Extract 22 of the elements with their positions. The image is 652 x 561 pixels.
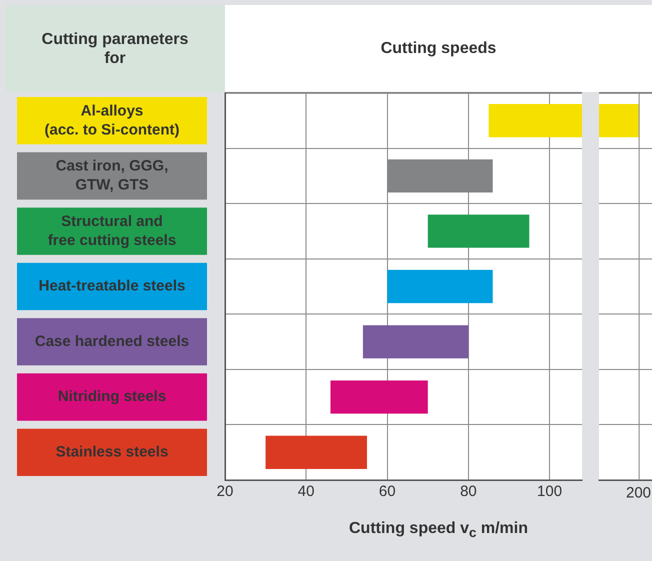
x-tick-label: 40 <box>298 483 314 500</box>
x-tick-label: 100 <box>537 483 562 500</box>
y-tick-label: Al-alloys (acc. to Si-content) <box>44 102 180 138</box>
x-tick-label: 80 <box>460 483 477 500</box>
y-tick-label: Structural and free cutting steels <box>48 212 176 249</box>
x-axis-title: Cutting speed v$_{c}$ m/min <box>348 520 529 540</box>
chart-title: Cutting speeds <box>225 5 652 92</box>
bar <box>330 380 428 414</box>
y-tick-label: Heat-treatable steels <box>38 278 186 295</box>
bar <box>387 270 493 304</box>
y-tick-label: Case hardened steels <box>34 332 190 350</box>
text: 200 <box>626 484 651 502</box>
bar <box>428 214 530 248</box>
x-tick-label: 60 <box>378 483 396 500</box>
bar <box>362 325 468 358</box>
bar <box>266 436 367 469</box>
bar <box>488 104 582 138</box>
y-tick-label: Stainless steels <box>56 444 168 460</box>
y-axis-title: Cutting parameters for <box>5 5 225 92</box>
y-tick-label: Cast iron, GGG, GTW, GTS <box>56 158 168 194</box>
x-tick-label: 20 <box>216 483 234 500</box>
y-tick-label: Nitriding steels <box>58 388 166 406</box>
